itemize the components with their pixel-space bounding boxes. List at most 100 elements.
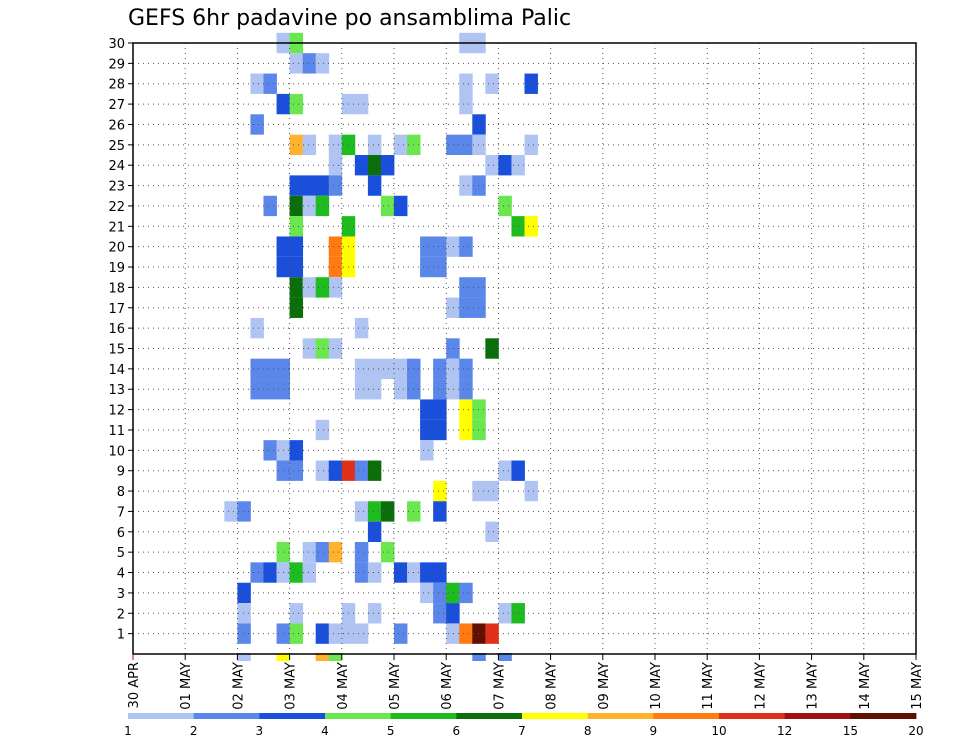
heatmap-cell <box>315 419 330 441</box>
heatmap-cell <box>472 175 486 196</box>
heatmap-cell <box>459 582 473 604</box>
heatmap-cell <box>315 541 330 563</box>
x-tick-label: 04 MAY <box>336 662 351 710</box>
heatmap-cell <box>328 256 343 278</box>
heatmap-cell <box>472 297 486 318</box>
heatmap-cell <box>459 277 473 298</box>
heatmap-cell <box>354 358 369 380</box>
heatmap-cell <box>224 501 238 522</box>
heatmap-cell <box>289 623 304 644</box>
heatmap-cell <box>446 582 460 604</box>
heatmap-cell <box>354 379 369 400</box>
heatmap-cell <box>446 134 460 156</box>
heatmap-cell <box>433 379 447 400</box>
heatmap-cell <box>289 195 304 217</box>
heatmap-cell <box>433 603 447 624</box>
x-tick-label: 03 MAY <box>284 662 299 710</box>
y-tick-label: 28 <box>108 78 125 93</box>
y-tick-label: 25 <box>108 139 125 154</box>
heatmap-cell <box>472 134 486 156</box>
x-tick-label: 07 MAY <box>492 662 507 710</box>
y-tick-label: 18 <box>108 281 125 296</box>
heatmap-cell <box>354 460 369 481</box>
heatmap-cell <box>420 582 434 604</box>
heatmap-cell <box>289 297 304 318</box>
heatmap-cell <box>380 501 395 522</box>
heatmap-cell <box>250 358 264 380</box>
heatmap-cell <box>472 114 486 135</box>
heatmap-cell <box>237 501 251 522</box>
heatmap-cell <box>420 440 434 461</box>
y-tick-label: 21 <box>108 220 125 235</box>
heatmap-cell <box>289 460 304 481</box>
heatmap-cell <box>459 134 473 156</box>
heatmap-cell <box>524 216 538 237</box>
x-tick-label: 11 MAY <box>701 662 716 710</box>
heatmap-cell <box>289 134 304 156</box>
color-legend: 1 2 3 4 5 6 7 8 9 10 12 15 20 <box>124 713 924 738</box>
heatmap-cell <box>367 155 382 176</box>
heatmap-cell <box>354 623 369 644</box>
heatmap-cell <box>498 155 512 176</box>
heatmap-cell <box>328 541 343 563</box>
heatmap-cell <box>250 379 264 400</box>
heatmap-cell <box>394 195 408 217</box>
y-tick-label: 12 <box>108 404 125 419</box>
y-tick-label: 26 <box>108 118 125 133</box>
heatmap-cell <box>394 134 408 156</box>
heatmap-cell <box>472 480 486 502</box>
heatmap-cell <box>433 419 447 441</box>
heatmap-cell <box>354 541 369 563</box>
heatmap-cell <box>315 653 330 661</box>
legend-swatch <box>653 713 720 719</box>
heatmap-cell <box>250 114 264 135</box>
heatmap-cell <box>315 277 330 298</box>
heatmap-cell <box>394 379 408 400</box>
heatmap-cell <box>485 155 499 176</box>
legend-label: 5 <box>387 724 395 738</box>
heatmap-cell <box>472 399 486 420</box>
heatmap-cell <box>263 440 277 461</box>
heatmap-cell <box>498 195 512 217</box>
x-tick-label: 30 APR <box>127 662 142 708</box>
heatmap-cell <box>367 603 382 624</box>
y-tick-label: 23 <box>108 180 125 195</box>
legend-label: 3 <box>256 724 264 738</box>
legend-label: 15 <box>843 724 858 738</box>
y-tick-label: 6 <box>117 526 125 541</box>
heatmap-cell <box>328 653 343 661</box>
heatmap-cell <box>380 195 395 217</box>
x-tick-label: 12 MAY <box>753 662 768 710</box>
heatmap-cell <box>250 73 264 94</box>
heatmap-cell <box>524 73 538 94</box>
heatmap-cell <box>263 379 277 400</box>
heatmap-cell <box>302 277 317 298</box>
legend-swatch <box>850 713 917 719</box>
heatmap-cell <box>302 175 317 196</box>
heatmap-cell <box>237 653 251 661</box>
heatmap-cell <box>367 521 382 542</box>
heatmap-cell <box>433 256 447 278</box>
y-tick-label: 1 <box>117 628 125 643</box>
heatmap-cell <box>394 358 408 380</box>
heatmap-cell <box>446 297 460 318</box>
heatmap-cell <box>472 419 486 441</box>
x-tick-label: 06 MAY <box>440 662 455 710</box>
heatmap-cell <box>446 358 460 380</box>
legend-label: 12 <box>777 724 792 738</box>
heatmap-cell <box>263 195 277 217</box>
heatmap-cell <box>433 358 447 380</box>
chart-title: GEFS 6hr padavine po ansamblima Palic <box>128 6 572 31</box>
heatmap-cell <box>433 480 447 502</box>
heatmap-cell <box>328 623 343 644</box>
heatmap-cell <box>250 317 264 339</box>
x-tick-label: 05 MAY <box>388 662 403 710</box>
y-tick-label: 7 <box>117 505 125 520</box>
heatmap-cell <box>289 236 304 257</box>
y-tick-label: 16 <box>108 322 125 337</box>
heatmap-cell <box>328 460 343 481</box>
y-tick-label: 13 <box>108 383 125 398</box>
heatmap-cell <box>420 419 434 441</box>
heatmap-cell <box>289 53 304 74</box>
